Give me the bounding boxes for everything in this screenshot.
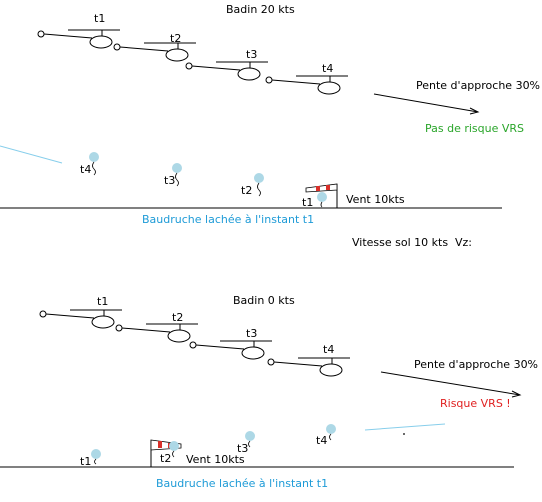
top-balloon-t3 (172, 163, 182, 187)
top-balloon-t1 (317, 192, 327, 208)
bottom-heli-t4 (267, 357, 351, 377)
bottom-balloon-t4 (326, 424, 336, 441)
top-verdict: Pas de risque VRS (425, 122, 524, 135)
bottom-heli-label-t1: t1 (97, 295, 108, 308)
bottom-balloon-caption: Baudruche lachée à l'instant t1 (156, 477, 328, 490)
bottom-approach-arrow (380, 371, 521, 396)
top-balloon-t2 (254, 173, 264, 197)
bottom-balloon-t3 (245, 431, 255, 448)
bottom-balloon-label-t3: t3 (237, 442, 248, 455)
top-wind-streak (0, 145, 63, 164)
bottom-heli-t1 (39, 309, 123, 329)
bottom-wind-streak (364, 423, 446, 431)
top-balloon-label-t2: t2 (241, 184, 252, 197)
top-heli-label-t2: t2 (170, 32, 181, 45)
top-heli-t1 (37, 29, 121, 49)
top-approach-arrowhead (469, 107, 480, 115)
top-heli-t4 (265, 75, 349, 95)
bottom-balloon-t2 (169, 441, 179, 458)
vz-label: Vz: (455, 236, 472, 249)
top-balloon-label-t1: t1 (302, 196, 313, 209)
bottom-wind-label: Vent 10kts (186, 453, 245, 466)
bottom-balloon-label-t4: t4 (316, 434, 327, 447)
top-airspeed-label: Badin 20 kts (226, 3, 295, 16)
top-heli-label-t1: t1 (94, 12, 105, 25)
bottom-stray-dot (403, 433, 405, 435)
top-heli-label-t3: t3 (246, 48, 257, 61)
bottom-heli-t3 (189, 340, 273, 360)
bottom-balloon-label-t1: t1 (80, 455, 91, 468)
bottom-balloon-label-t2: t2 (160, 452, 171, 465)
top-approach-slope: Pente d'approche 30% (416, 79, 540, 92)
bottom-heli-label-t2: t2 (172, 311, 183, 324)
bottom-heli-label-t3: t3 (246, 327, 257, 340)
bottom-verdict: Risque VRS ! (440, 397, 511, 410)
bottom-approach-arrowhead (511, 390, 522, 398)
top-wind-label: Vent 10kts (346, 193, 405, 206)
top-balloon-label-t3: t3 (164, 174, 175, 187)
bottom-approach-slope: Pente d'approche 30% (414, 358, 538, 371)
top-balloon-t4 (89, 152, 99, 176)
bottom-heli-label-t4: t4 (323, 343, 334, 356)
bottom-heli-t2 (115, 323, 199, 343)
bottom-scenario: Badin 0 kts t1 t2 t3 t4 Pente d'approche… (0, 294, 538, 490)
bottom-airspeed-label: Badin 0 kts (233, 294, 295, 307)
top-balloon-caption: Baudruche lachée à l'instant t1 (142, 213, 314, 226)
bottom-balloon-t1 (91, 449, 101, 465)
top-scenario: Badin 20 kts t1 t2 t3 t4 Pente d'approch… (0, 3, 540, 226)
top-heli-label-t4: t4 (322, 62, 333, 75)
top-balloon-label-t4: t4 (80, 163, 91, 176)
top-approach-arrow (373, 93, 479, 113)
top-heli-t2 (113, 42, 197, 62)
top-heli-t3 (185, 61, 269, 81)
ground-speed-label: Vitesse sol 10 kts (352, 236, 448, 249)
top-windsock (305, 183, 338, 208)
